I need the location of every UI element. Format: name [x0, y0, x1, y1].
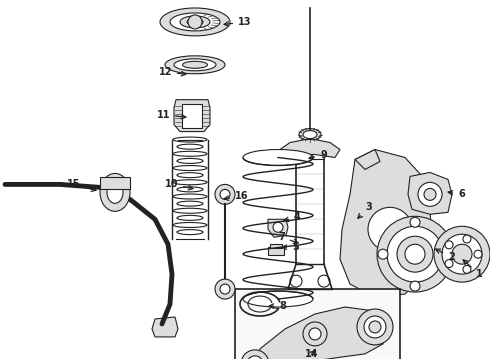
Text: 11: 11: [156, 110, 186, 120]
Ellipse shape: [173, 166, 207, 171]
Polygon shape: [268, 219, 288, 237]
Circle shape: [357, 309, 393, 345]
Circle shape: [463, 265, 471, 273]
Ellipse shape: [177, 230, 203, 235]
Ellipse shape: [177, 173, 203, 177]
Circle shape: [410, 281, 420, 291]
Circle shape: [364, 316, 386, 338]
Circle shape: [405, 244, 425, 264]
Text: 8: 8: [269, 301, 286, 311]
Bar: [235, 289, 400, 360]
Circle shape: [368, 207, 412, 251]
Ellipse shape: [177, 144, 203, 149]
Text: 12: 12: [158, 67, 186, 77]
Circle shape: [377, 216, 453, 292]
Circle shape: [247, 356, 263, 360]
Text: 9: 9: [309, 149, 327, 159]
Circle shape: [309, 328, 321, 340]
Circle shape: [418, 183, 442, 206]
Polygon shape: [340, 149, 432, 297]
Circle shape: [220, 189, 230, 199]
Ellipse shape: [182, 61, 207, 68]
Circle shape: [410, 217, 420, 227]
Text: 15: 15: [67, 179, 96, 192]
Circle shape: [463, 235, 471, 243]
Circle shape: [424, 188, 436, 201]
Circle shape: [273, 222, 283, 232]
Ellipse shape: [177, 201, 203, 206]
Text: 4: 4: [284, 212, 301, 222]
Circle shape: [442, 234, 482, 274]
Circle shape: [442, 249, 452, 259]
Text: 5: 5: [282, 242, 299, 252]
Text: 6: 6: [448, 189, 465, 199]
Ellipse shape: [243, 291, 313, 307]
Ellipse shape: [177, 187, 203, 192]
Circle shape: [241, 350, 269, 360]
Ellipse shape: [174, 59, 216, 71]
Polygon shape: [182, 104, 202, 127]
Bar: [268, 247, 284, 255]
Circle shape: [474, 250, 482, 258]
Ellipse shape: [170, 13, 220, 31]
Text: 3: 3: [358, 202, 372, 218]
Polygon shape: [280, 140, 340, 157]
Ellipse shape: [180, 16, 210, 28]
Polygon shape: [174, 100, 210, 131]
Ellipse shape: [177, 158, 203, 163]
Circle shape: [452, 244, 472, 264]
Circle shape: [290, 275, 302, 287]
Bar: [100, 177, 130, 189]
Circle shape: [303, 322, 327, 346]
Circle shape: [434, 226, 490, 282]
Text: 13: 13: [224, 17, 251, 27]
Circle shape: [369, 321, 381, 333]
Circle shape: [378, 249, 388, 259]
Circle shape: [397, 236, 433, 272]
Ellipse shape: [165, 56, 225, 74]
Text: 2: 2: [436, 249, 455, 262]
Ellipse shape: [299, 129, 321, 140]
Polygon shape: [245, 307, 387, 360]
Ellipse shape: [173, 208, 207, 213]
Text: 1: 1: [463, 260, 483, 279]
Circle shape: [445, 241, 453, 249]
Ellipse shape: [173, 222, 207, 228]
Ellipse shape: [173, 151, 207, 156]
Polygon shape: [355, 149, 380, 170]
Circle shape: [220, 284, 230, 294]
Ellipse shape: [173, 180, 207, 185]
Circle shape: [445, 260, 453, 267]
Text: 7: 7: [278, 232, 298, 243]
Ellipse shape: [177, 215, 203, 220]
Circle shape: [215, 184, 235, 204]
Circle shape: [215, 279, 235, 299]
Ellipse shape: [187, 18, 203, 26]
Bar: [270, 244, 282, 248]
Ellipse shape: [173, 194, 207, 199]
Text: 14: 14: [304, 349, 318, 359]
Text: 10: 10: [165, 179, 193, 190]
Text: 16: 16: [224, 192, 248, 201]
Ellipse shape: [173, 137, 207, 142]
Ellipse shape: [243, 149, 313, 166]
Polygon shape: [152, 317, 178, 337]
Circle shape: [318, 275, 330, 287]
Ellipse shape: [100, 174, 130, 211]
Circle shape: [387, 226, 443, 282]
Ellipse shape: [160, 8, 230, 36]
Polygon shape: [408, 172, 452, 214]
Ellipse shape: [303, 131, 317, 139]
Circle shape: [188, 15, 202, 29]
Ellipse shape: [107, 181, 123, 203]
